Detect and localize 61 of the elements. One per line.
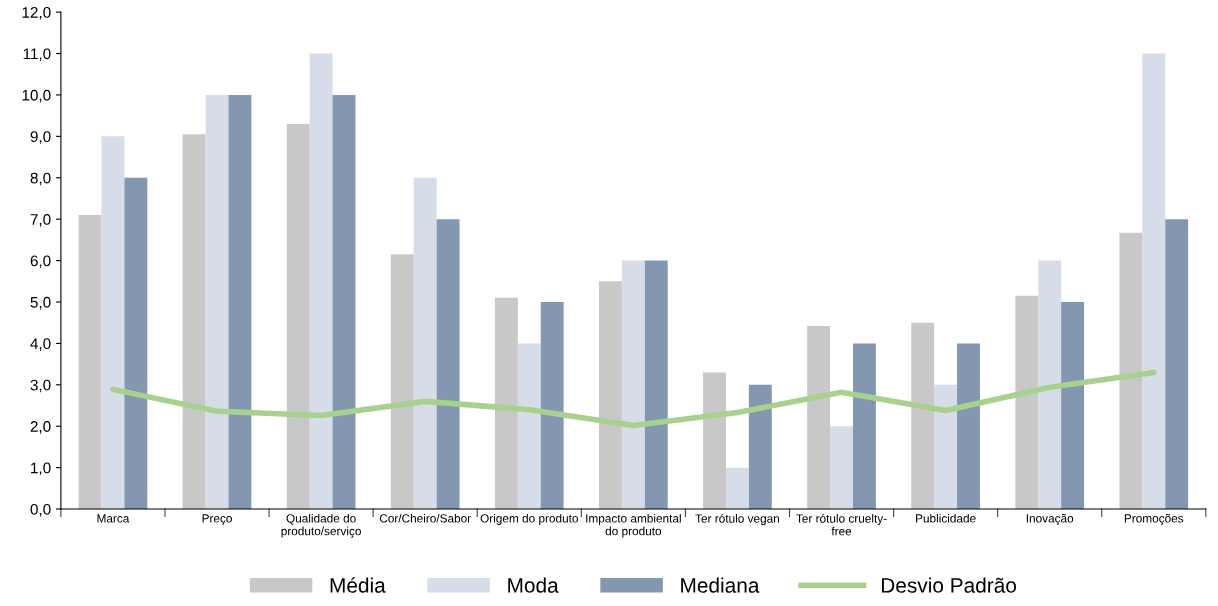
bar xyxy=(621,260,645,510)
bar xyxy=(599,281,622,510)
bar xyxy=(390,254,414,510)
x-tick-label: Origem do produto xyxy=(480,513,578,525)
bar xyxy=(286,123,310,510)
y-tick-label: 0,0 xyxy=(30,503,51,517)
x-tick-label: Inovação xyxy=(1026,513,1074,525)
legend-label: Moda xyxy=(508,577,559,593)
bar xyxy=(540,301,564,510)
bar xyxy=(1015,295,1039,510)
bar xyxy=(911,322,935,510)
bar xyxy=(1061,301,1085,510)
bar xyxy=(413,177,437,510)
x-tick-label: Cor/Cheiro/Sabor xyxy=(379,513,471,523)
bar xyxy=(78,215,102,510)
y-tick-label: 10,0 xyxy=(22,89,51,103)
y-tick-label: 11,0 xyxy=(23,48,51,62)
bar xyxy=(934,384,958,510)
y-tick-label: 6,0 xyxy=(30,255,51,269)
y-tick-label: 3,0 xyxy=(30,379,51,393)
bar xyxy=(703,372,726,510)
bar xyxy=(748,384,772,510)
bar xyxy=(205,94,229,510)
bar xyxy=(1038,260,1062,510)
bar xyxy=(309,53,333,510)
legend-label: Mediana xyxy=(681,577,760,593)
bar xyxy=(852,343,876,510)
bar xyxy=(725,467,749,510)
y-tick-label: 7,0 xyxy=(30,214,51,227)
x-tick-label: Ter rótulo vegan xyxy=(695,513,780,526)
bar xyxy=(228,94,252,510)
y-tick-label: 2,0 xyxy=(30,421,51,434)
x-tick-label: Qualidade do produto/serviço xyxy=(281,513,361,538)
bar xyxy=(332,94,356,510)
x-tick-label: Marca xyxy=(97,514,130,523)
bar xyxy=(957,343,980,510)
bar xyxy=(830,426,853,510)
x-tick-label: Publicidade xyxy=(916,513,976,523)
bar xyxy=(101,136,125,510)
y-tick-label: 12,0 xyxy=(22,6,51,20)
bar xyxy=(436,219,460,510)
y-tick-label: 1,0 xyxy=(31,462,51,476)
y-tick-label: 9,0 xyxy=(30,131,51,144)
y-tick-label: 8,0 xyxy=(30,172,51,186)
legend-label: Média xyxy=(330,577,386,593)
x-tick-label: Preço xyxy=(202,514,232,525)
bar xyxy=(1119,232,1143,510)
bar xyxy=(644,260,668,510)
bar xyxy=(517,343,541,510)
x-tick-label: Promoções xyxy=(1124,513,1184,525)
y-tick-label: 4,0 xyxy=(30,338,51,351)
legend-label: Desvio Padrão xyxy=(881,577,1017,593)
bar xyxy=(494,297,518,510)
bar xyxy=(1142,53,1166,510)
bar xyxy=(807,326,831,510)
x-tick-label: Impacto ambiental do produto xyxy=(586,513,681,538)
y-tick-label: 5,0 xyxy=(30,296,51,310)
bar xyxy=(124,177,148,510)
bar xyxy=(1165,219,1189,510)
x-tick-label: Ter rótulo cruelty- free xyxy=(796,513,887,536)
bar xyxy=(182,134,206,510)
